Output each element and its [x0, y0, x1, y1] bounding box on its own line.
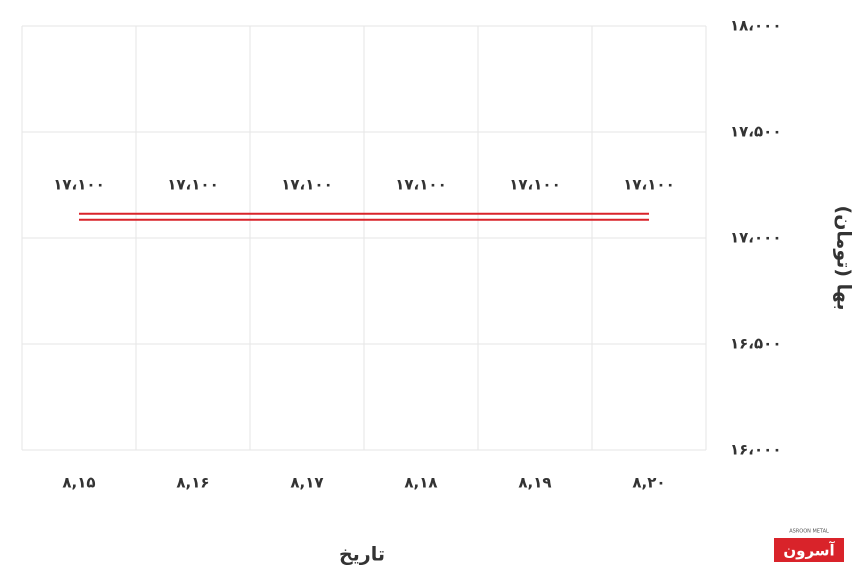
x-tick-label: ۸,۱۸ [404, 474, 437, 492]
data-label: ۱۷،۱۰۰ [53, 175, 104, 193]
y-tick-label: ۱۶،۵۰۰ [730, 335, 781, 353]
x-axis-label: تاریخ [339, 544, 385, 566]
y-tick-label: ۱۷،۵۰۰ [730, 123, 781, 141]
x-tick-label: ۸,۱۵ [62, 474, 95, 492]
logo-subtitle: ASROON METAL [789, 529, 829, 535]
logo-name: آسرون [783, 542, 835, 560]
data-label: ۱۷،۱۰۰ [395, 175, 446, 193]
x-tick-label: ۸,۲۰ [632, 474, 665, 492]
logo-badge [774, 538, 844, 562]
data-label: ۱۷،۱۰۰ [509, 175, 560, 193]
x-tick-label: ۸,۱۶ [176, 474, 209, 492]
logo: آسرون ASROON METAL [774, 529, 844, 562]
x-tick-label: ۸,۱۷ [290, 474, 323, 492]
y-tick-label: ۱۶،۰۰۰ [730, 441, 781, 459]
y-tick-label: ۱۸،۰۰۰ [730, 17, 781, 35]
data-label: ۱۷،۱۰۰ [281, 175, 332, 193]
y-tick-label: ۱۷،۰۰۰ [730, 229, 781, 247]
x-tick-label: ۸,۱۹ [518, 474, 551, 492]
data-label: ۱۷،۱۰۰ [623, 175, 674, 193]
data-label: ۱۷،۱۰۰ [167, 175, 218, 193]
y-axis-label: بها (تومان) [833, 206, 855, 311]
